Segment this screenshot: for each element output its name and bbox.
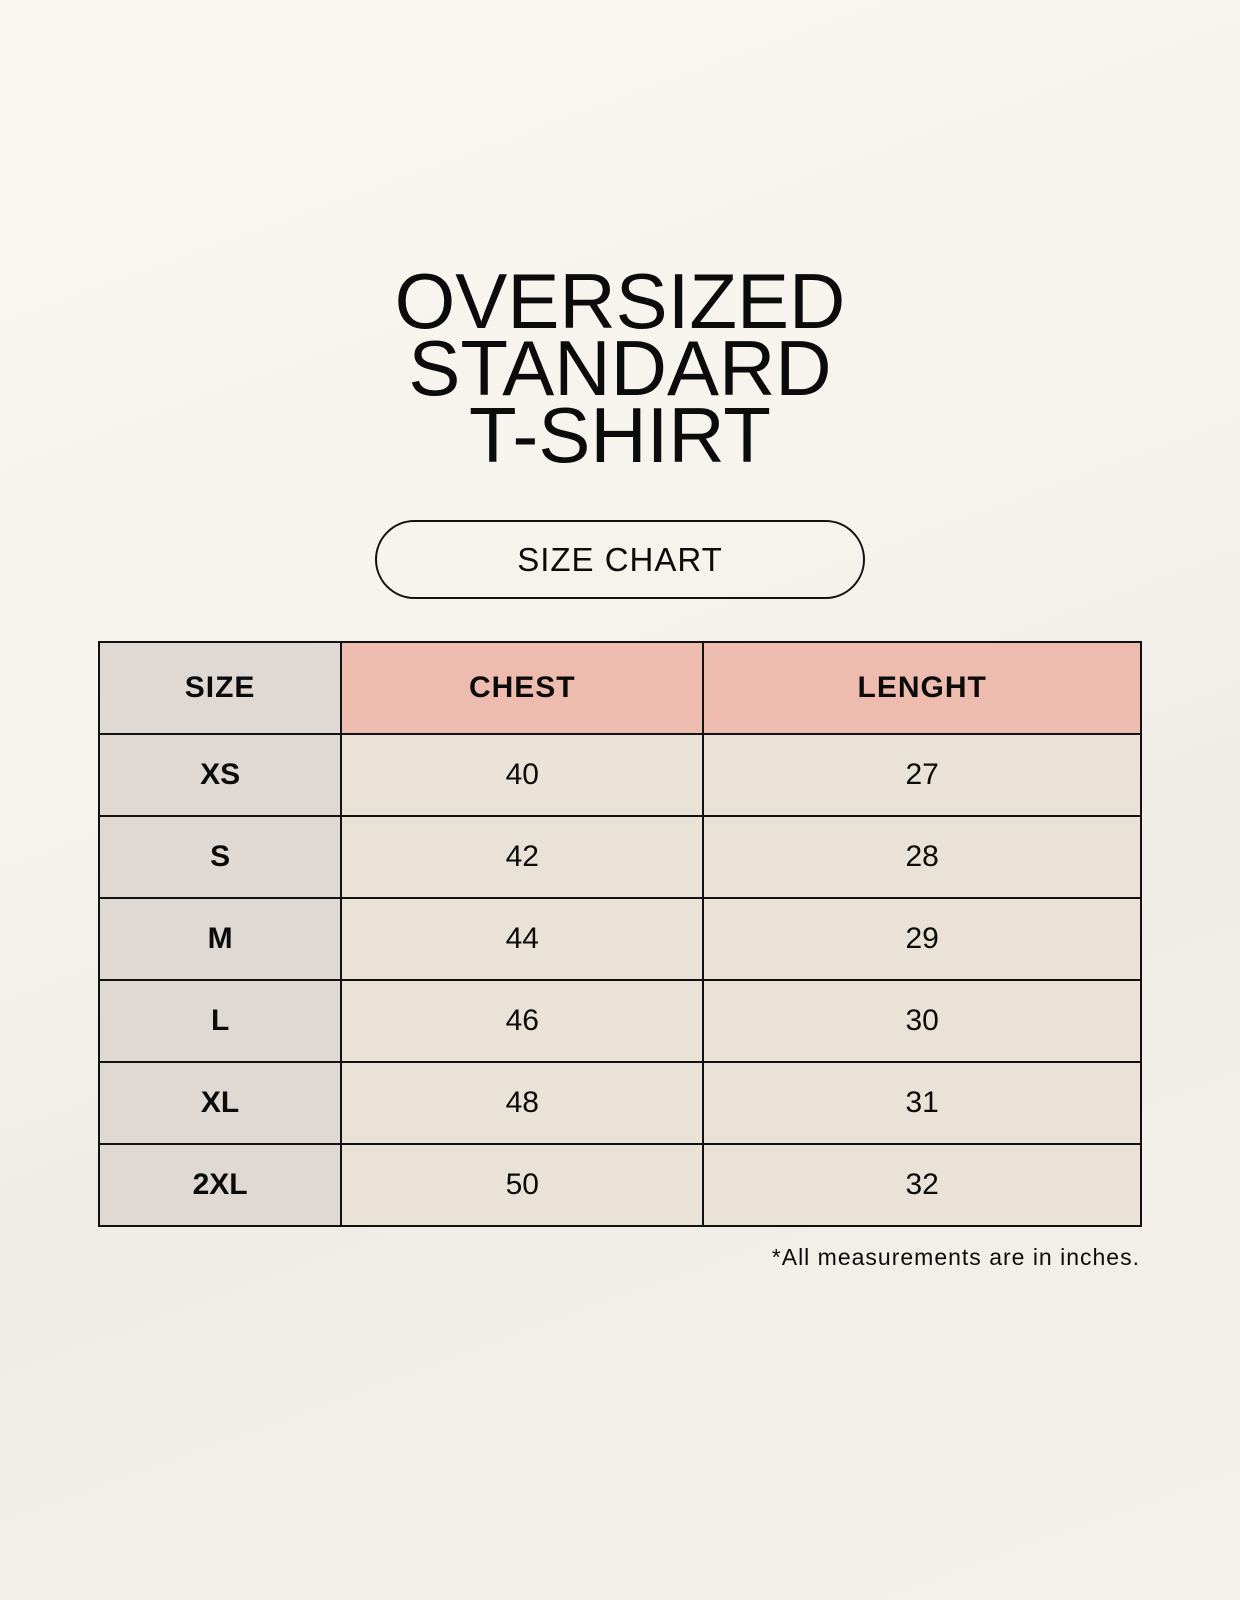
length-cell: 27	[702, 733, 1142, 817]
header-length: LENGHT	[702, 641, 1142, 735]
length-cell: 29	[702, 897, 1142, 981]
table-row: L 46 30	[97, 979, 1142, 1063]
size-cell: L	[97, 979, 343, 1063]
table-row: M 44 29	[97, 897, 1142, 981]
size-cell: M	[97, 897, 343, 981]
table-row: 2XL 50 32	[97, 1143, 1142, 1227]
chest-cell: 44	[340, 897, 705, 981]
table-row: XS 40 27	[97, 733, 1142, 817]
table-header-row: SIZE CHEST LENGHT	[97, 641, 1142, 735]
table-row: XL 48 31	[97, 1061, 1142, 1145]
title-line: OVERSIZED	[394, 257, 846, 345]
chest-cell: 46	[340, 979, 705, 1063]
length-cell: 31	[702, 1061, 1142, 1145]
chest-cell: 40	[340, 733, 705, 817]
chest-cell: 50	[340, 1143, 705, 1227]
table-row: S 42 28	[97, 815, 1142, 899]
size-cell: XS	[97, 733, 343, 817]
title-line: T-SHIRT	[469, 391, 771, 479]
header-chest: CHEST	[340, 641, 705, 735]
page-title: OVERSIZED STANDARD T-SHIRT	[0, 257, 1240, 479]
chest-cell: 48	[340, 1061, 705, 1145]
size-cell: S	[97, 815, 343, 899]
length-cell: 28	[702, 815, 1142, 899]
size-chart-badge: SIZE CHART	[375, 520, 865, 599]
size-cell: XL	[97, 1061, 343, 1145]
title-line: STANDARD	[408, 324, 832, 412]
header-size: SIZE	[97, 641, 343, 735]
size-table: SIZE CHEST LENGHT XS 40 27 S 42 28 M 44 29 L 46 30 X…	[97, 641, 1142, 1227]
length-cell: 30	[702, 979, 1142, 1063]
size-cell: 2XL	[97, 1143, 343, 1227]
chest-cell: 42	[340, 815, 705, 899]
length-cell: 32	[702, 1143, 1142, 1227]
measurement-note: *All measurements are in inches.	[771, 1244, 1140, 1270]
